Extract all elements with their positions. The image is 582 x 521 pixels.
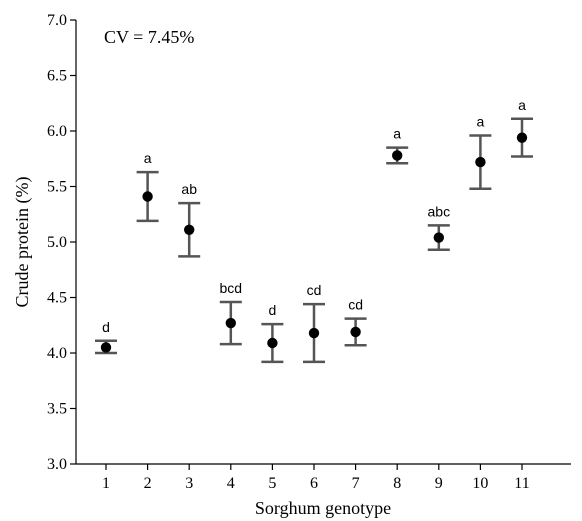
data-point xyxy=(475,156,486,168)
data-point-group: cd xyxy=(303,282,325,364)
y-tick-label: 6.5 xyxy=(47,68,67,85)
data-point xyxy=(516,132,528,143)
significance-letter: a xyxy=(144,150,152,166)
data-point-group: d xyxy=(95,319,117,355)
data-point-group: d xyxy=(261,302,284,364)
y-tick-label: 5.5 xyxy=(47,179,67,196)
data-point xyxy=(267,337,278,349)
y-tick-label: 4.5 xyxy=(47,290,67,307)
data-point xyxy=(184,224,195,235)
data-point xyxy=(433,232,444,243)
data-point xyxy=(225,317,236,329)
data-point xyxy=(392,150,403,161)
y-ticks: 3.0 3.5 4.0 4.5 5.0 5.5 6.0 6.5 7.0 xyxy=(47,12,76,473)
y-tick-label: 3.0 xyxy=(47,456,67,473)
data-point-group: a xyxy=(386,126,409,165)
x-tick-label: 8 xyxy=(393,475,401,492)
x-tick-label: 2 xyxy=(144,475,152,492)
axes xyxy=(75,20,571,465)
x-ticks: 1 2 3 4 5 6 7 8 9 10 11 xyxy=(102,464,530,492)
significance-letter: d xyxy=(269,302,277,318)
significance-letter: abc xyxy=(428,203,451,219)
data-point-group: a xyxy=(511,97,533,158)
significance-letter: cd xyxy=(307,282,322,298)
data-point-group: bcd xyxy=(220,280,243,346)
data-marks: d a ab bcd d cd cd a abc a a xyxy=(95,97,533,364)
y-tick-label: 4.0 xyxy=(47,345,67,362)
x-axis-title: Sorghum genotype xyxy=(255,498,391,518)
significance-letter: ab xyxy=(181,181,197,197)
x-tick-label: 3 xyxy=(185,475,193,492)
x-tick-label: 5 xyxy=(268,475,276,492)
significance-letter: a xyxy=(518,97,526,113)
significance-letter: d xyxy=(102,319,110,335)
data-point-group: ab xyxy=(178,181,201,258)
significance-letter: a xyxy=(393,126,401,142)
significance-letter: bcd xyxy=(220,280,243,296)
data-point-group: cd xyxy=(344,297,367,347)
x-tick-label: 4 xyxy=(227,475,235,492)
data-point-group: a xyxy=(469,113,492,190)
y-tick-label: 7.0 xyxy=(47,12,67,29)
data-point xyxy=(100,342,112,353)
x-tick-label: 1 xyxy=(102,475,110,492)
data-point-group: abc xyxy=(428,203,451,252)
cv-annotation: CV = 7.45% xyxy=(104,27,194,47)
x-tick-label: 11 xyxy=(514,475,529,492)
significance-letter: cd xyxy=(348,297,363,313)
data-point-group: a xyxy=(136,150,159,223)
y-axis-title: Crude protein (%) xyxy=(12,177,33,308)
data-point xyxy=(142,191,153,202)
x-tick-label: 7 xyxy=(352,475,360,492)
x-tick-label: 10 xyxy=(472,475,488,492)
significance-letter: a xyxy=(477,113,485,129)
y-tick-label: 5.0 xyxy=(47,234,67,251)
data-point xyxy=(350,326,361,338)
x-tick-label: 6 xyxy=(310,475,318,492)
data-point xyxy=(308,327,320,339)
y-tick-label: 3.5 xyxy=(47,401,67,418)
x-tick-label: 9 xyxy=(435,475,443,492)
y-tick-label: 6.0 xyxy=(47,123,67,140)
